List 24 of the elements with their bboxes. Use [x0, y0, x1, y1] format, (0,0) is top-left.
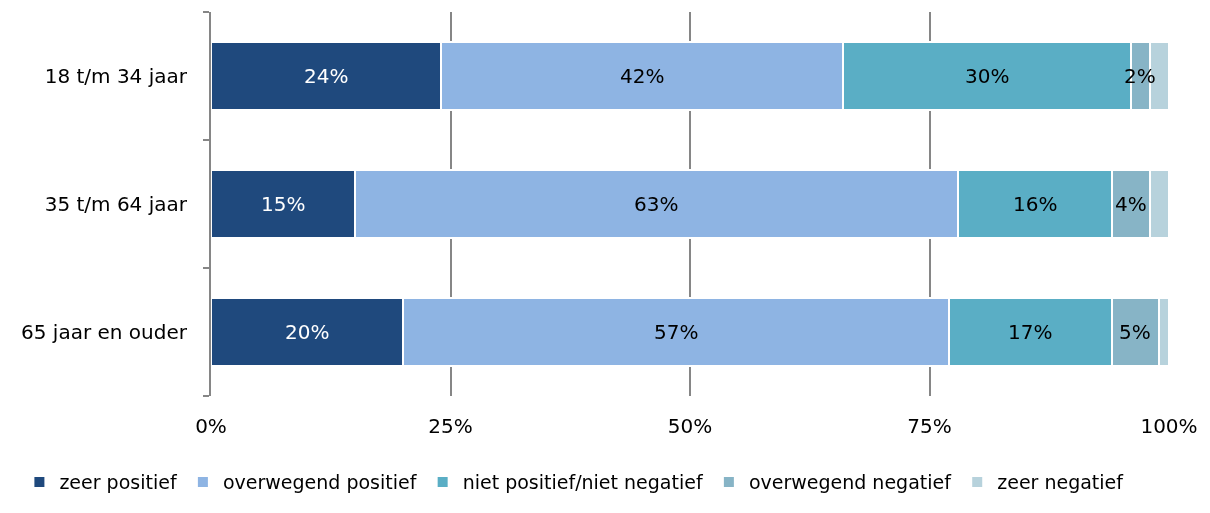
- y-tick-label: 18 t/m 34 jaar: [44, 64, 188, 88]
- data-label: 42%: [620, 64, 665, 88]
- data-label: 20%: [285, 320, 330, 344]
- data-label: 24%: [304, 64, 349, 88]
- legend-label: overwegend negatief: [748, 471, 953, 494]
- data-label: 5%: [1119, 320, 1151, 344]
- y-tick-label: 65 jaar en ouder: [21, 320, 188, 344]
- data-label: 15%: [261, 192, 306, 216]
- legend-label: overwegend positief: [222, 471, 418, 494]
- x-tick-label: 50%: [667, 414, 713, 438]
- data-label: 57%: [654, 320, 699, 344]
- legend-label: zeer positief: [59, 471, 178, 494]
- y-tick-label: 35 t/m 64 jaar: [44, 192, 188, 216]
- data-label: 63%: [634, 192, 679, 216]
- data-label: 4%: [1115, 192, 1147, 216]
- x-tick-label: 75%: [907, 414, 952, 438]
- data-label: 16%: [1013, 192, 1058, 216]
- x-tick-label: 25%: [428, 414, 473, 438]
- legend-label: zeer negatief: [997, 471, 1125, 494]
- data-label: 17%: [1008, 320, 1053, 344]
- x-tick-label: 0%: [195, 414, 227, 438]
- x-tick-label: 100%: [1140, 414, 1198, 438]
- data-label: 30%: [965, 64, 1010, 88]
- legend-label: niet positief/niet negatief: [462, 471, 704, 494]
